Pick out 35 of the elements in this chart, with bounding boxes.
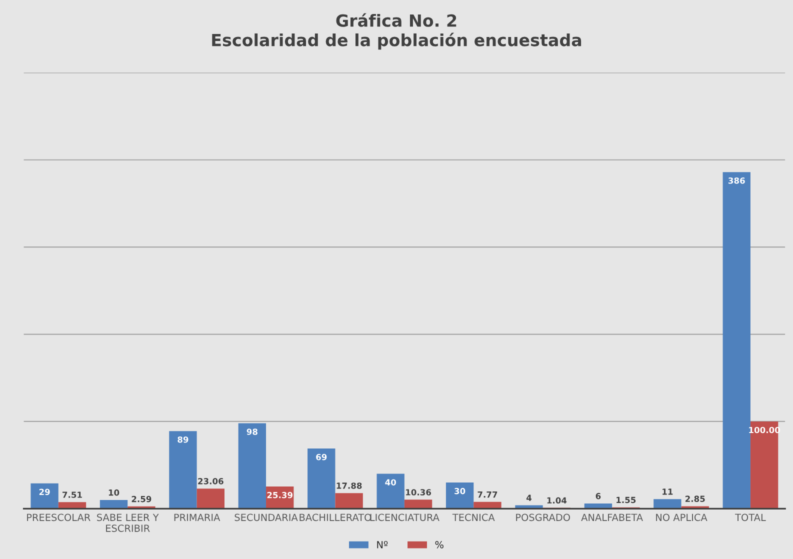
x-tick-label: PRIMARIA: [174, 514, 220, 521]
data-label: 40: [385, 479, 396, 486]
x-tick-label: POSGRADO: [516, 514, 570, 522]
x-tick-label: ANALFABETA: [581, 514, 643, 521]
x-tick-label: LICENCIATURA: [370, 514, 440, 522]
data-label: 98: [246, 428, 258, 435]
x-tick-label: TECNICA: [452, 514, 495, 522]
data-label: 29: [39, 488, 50, 496]
data-label: 7.51: [62, 492, 82, 498]
x-tick-label: TOTAL: [735, 514, 766, 522]
data-label: 7.77: [478, 491, 498, 498]
data-label: 1.04: [547, 497, 567, 504]
x-tick-label: NO APLICA: [656, 514, 708, 522]
data-label: 2.59: [132, 496, 152, 502]
legend-label: Nº: [377, 541, 388, 548]
x-tick-label: PREESCOLAR: [27, 514, 90, 522]
legend-label: %: [435, 541, 444, 548]
x-tick-label: SECUNDARIA: [234, 514, 298, 522]
data-label: 25.39: [267, 492, 293, 498]
data-label: 23.06: [198, 478, 224, 484]
data-label: 89: [178, 436, 188, 443]
data-label: 2.85: [685, 496, 705, 502]
data-label: 1.55: [616, 496, 636, 504]
x-tick-label: SABE LEER Y ESCRIBIR: [97, 514, 159, 532]
data-label: 17.88: [336, 482, 362, 489]
data-label: 11: [662, 488, 673, 495]
chart-title: Gráfica No. 2 Escolaridad de la población encuestada: [212, 13, 582, 50]
data-label: 69: [316, 454, 327, 460]
x-tick-label: BACHILLERATO: [300, 514, 372, 522]
data-label: 4: [526, 494, 532, 501]
data-label: 386: [728, 177, 745, 184]
data-label: 6: [596, 492, 601, 500]
data-label: 10.36: [406, 489, 432, 496]
data-label: 30: [454, 488, 466, 494]
data-label: 10: [108, 489, 120, 496]
